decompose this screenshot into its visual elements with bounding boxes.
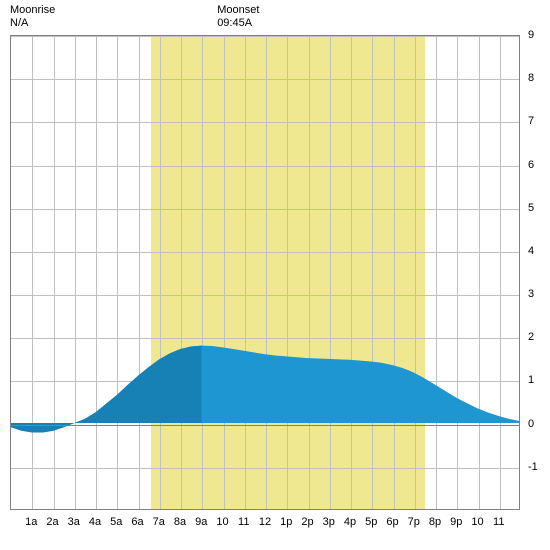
- x-tick-label: 8p: [429, 516, 441, 528]
- x-tick-label: 1p: [280, 516, 292, 528]
- y-tick-label: 8: [528, 72, 534, 84]
- y-tick-label: 1: [528, 374, 534, 386]
- y-tick-label: 5: [528, 202, 534, 214]
- tide-fill-shade: [11, 346, 202, 433]
- x-tick-label: 5a: [110, 516, 122, 528]
- y-tick-label: 9: [528, 29, 534, 41]
- y-tick-label: 4: [528, 245, 534, 257]
- y-tick-label: 2: [528, 331, 534, 343]
- y-tick-label: 7: [528, 115, 534, 127]
- x-tick-label: 6a: [131, 516, 143, 528]
- x-tick-label: 1a: [25, 516, 37, 528]
- x-tick-label: 9p: [450, 516, 462, 528]
- x-tick-label: 10: [216, 516, 228, 528]
- y-tick-label: 6: [528, 159, 534, 171]
- x-tick-label: 7p: [408, 516, 420, 528]
- tide-area: [11, 36, 519, 509]
- x-tick-label: 11: [238, 516, 249, 528]
- x-tick-label: 2a: [46, 516, 58, 528]
- y-tick-label: 0: [528, 418, 534, 430]
- zero-line: [11, 425, 519, 426]
- x-tick-label: 3p: [323, 516, 335, 528]
- x-tick-label: 7a: [153, 516, 165, 528]
- plot-area: [10, 35, 520, 510]
- moonset-label: Moonset: [217, 4, 259, 17]
- x-tick-label: 4p: [344, 516, 356, 528]
- y-tick-label: 3: [528, 288, 534, 300]
- x-tick-label: 9a: [195, 516, 207, 528]
- y-tick-label: -1: [528, 461, 538, 473]
- x-tick-label: 4a: [89, 516, 101, 528]
- x-tick-label: 10: [471, 516, 483, 528]
- tide-chart: Moonrise N/A Moonset 09:45A 1a 2a 3a 4a 5a 6a…: [0, 0, 550, 550]
- x-tick-label: 8a: [174, 516, 186, 528]
- moonset-value: 09:45A: [217, 17, 252, 30]
- x-tick-label: 3a: [68, 516, 80, 528]
- x-tick-label: 2p: [301, 516, 313, 528]
- x-tick-label: 6p: [386, 516, 398, 528]
- x-tick-label: 5p: [365, 516, 377, 528]
- x-tick-label: 12: [259, 516, 271, 528]
- x-tick-label: 11: [493, 516, 504, 528]
- moonrise-value: N/A: [10, 17, 28, 30]
- moonrise-label: Moonrise: [10, 4, 55, 17]
